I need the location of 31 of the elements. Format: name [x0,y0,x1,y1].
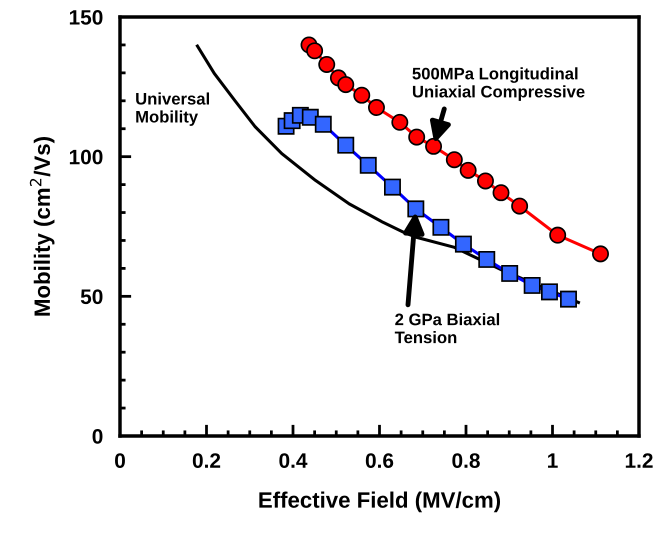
point [408,128,426,146]
x-tick-label: 0.6 [366,453,394,468]
y-tick-label: 150 [70,10,102,25]
point [446,151,463,168]
y-tick-label: 100 [70,150,102,164]
x-tick-label: 1.2 [626,453,653,468]
point [391,114,408,131]
x-tick-label: 0 [115,453,125,468]
point [353,86,370,104]
point [476,172,494,190]
point [306,42,324,60]
point [592,245,609,262]
x-axis-title: Effective Field (MV/cm) [259,492,500,512]
x-tick-label: 0.2 [192,453,220,468]
y-tick-label: 0 [92,429,102,444]
point [337,76,354,94]
y-tick-label: 50 [80,289,102,304]
annotation: 500MPa Longitudinal Uniaxial Compressive [412,67,585,101]
x-tick-label: 1 [548,453,558,468]
point [318,56,336,73]
x-tick-label: 0.4 [279,453,308,468]
annotation: Universal Mobility [136,92,209,126]
point [460,162,477,179]
x-tick-label: 0.8 [452,453,480,468]
point [425,138,442,155]
y-axis-title: Mobility (cm$^{2}$/Vs) [30,137,54,316]
point [511,198,528,215]
point [368,99,385,116]
annotation: 2 GPa Biaxial Tension [394,313,500,344]
point [549,226,566,244]
point [492,184,510,202]
